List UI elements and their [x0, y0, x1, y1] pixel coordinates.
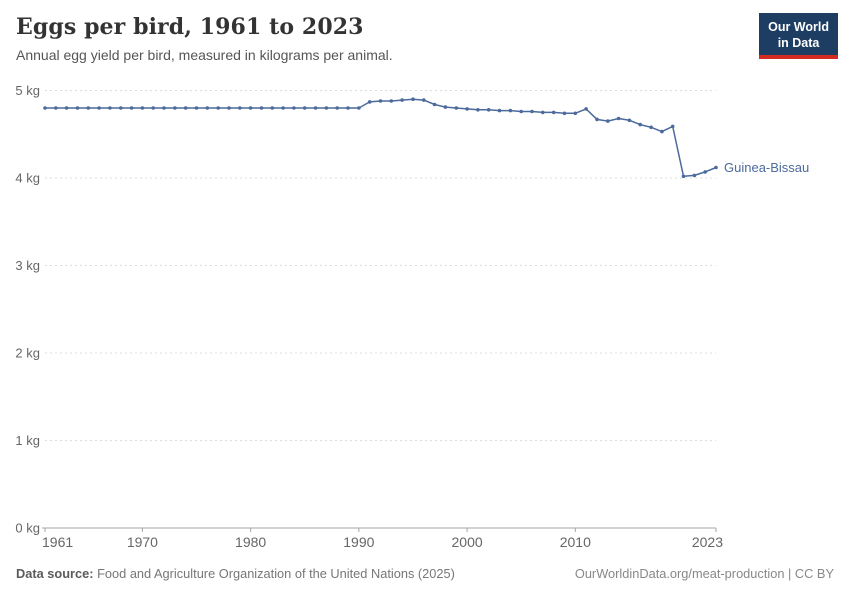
series-label-guinea-bissau[interactable]: Guinea-Bissau	[724, 159, 810, 175]
data-point	[519, 109, 523, 114]
data-point	[216, 106, 220, 110]
data-point	[411, 97, 415, 101]
data-point	[367, 100, 372, 104]
data-point	[54, 106, 58, 110]
x-tick-label: 1961	[42, 534, 73, 550]
data-point	[75, 106, 80, 110]
data-point	[422, 98, 426, 102]
data-point	[627, 118, 632, 123]
data-point	[248, 106, 253, 110]
owid-logo-line2: in Data	[777, 36, 820, 50]
owid-logo[interactable]: Our World in Data	[759, 13, 838, 59]
chart-canvas: 0 kg 1 kg 2 kg 3 kg 4 kg 5 kg 1961 1970 1980 1990…	[15, 83, 723, 550]
line-chart: 0 kg 1 kg 2 kg 3 kg 4 kg 5 kg 1961 1970 1980 1990…	[0, 80, 850, 558]
data-point	[302, 106, 307, 110]
data-point	[270, 106, 275, 110]
data-point	[703, 170, 707, 174]
data-point	[162, 106, 166, 110]
data-point	[108, 106, 112, 110]
data-point	[378, 99, 383, 103]
data-point	[173, 106, 177, 110]
data-point	[584, 107, 588, 111]
data-point	[43, 106, 47, 110]
data-point	[129, 106, 134, 110]
chart-footer: Data source: Food and Agriculture Organi…	[16, 566, 834, 581]
data-point	[649, 125, 653, 130]
owid-logo-line1: Our World	[768, 20, 829, 34]
y-tick-label: 5 kg	[15, 83, 40, 98]
data-point	[573, 111, 578, 116]
data-point	[346, 106, 350, 110]
data-source-text: Food and Agriculture Organization of the…	[97, 566, 455, 581]
y-tick-label: 3 kg	[15, 258, 40, 273]
data-point	[432, 102, 437, 107]
data-point	[681, 174, 686, 179]
data-point	[476, 108, 480, 112]
data-point	[486, 108, 491, 112]
data-point	[357, 106, 361, 110]
data-point	[324, 106, 329, 110]
data-point	[259, 106, 264, 110]
data-point	[670, 124, 675, 129]
y-tick-label: 1 kg	[15, 433, 40, 448]
x-tick-label: 1970	[127, 534, 158, 550]
credit-link[interactable]: OurWorldinData.org/meat-production | CC …	[574, 566, 834, 581]
data-point	[389, 99, 394, 103]
data-point	[335, 106, 340, 110]
x-tick-label: 2023	[692, 534, 723, 550]
data-source: Data source: Food and Agriculture Organi…	[16, 566, 455, 581]
y-tick-label: 4 kg	[15, 171, 40, 186]
chart-header: Eggs per bird, 1961 to 2023 Annual egg y…	[16, 12, 838, 63]
data-point	[595, 117, 599, 122]
data-point	[465, 107, 469, 111]
data-point	[660, 129, 664, 134]
data-point	[530, 109, 534, 114]
data-point	[238, 106, 242, 110]
data-point	[281, 106, 285, 110]
data-point	[454, 106, 459, 110]
x-tick-label: 2000	[452, 534, 483, 550]
data-point	[183, 106, 188, 110]
data-point	[227, 106, 231, 110]
data-point	[64, 106, 69, 110]
data-point	[638, 122, 642, 127]
x-tick-label: 1990	[343, 534, 374, 550]
x-tick-label: 2010	[560, 534, 591, 550]
data-point	[97, 106, 101, 110]
data-point	[86, 106, 91, 110]
data-point	[205, 106, 210, 110]
data-point	[140, 106, 145, 110]
page-subtitle: Annual egg yield per bird, measured in k…	[16, 47, 393, 63]
data-point	[606, 119, 610, 123]
data-point	[400, 98, 404, 102]
y-tick-label: 2 kg	[15, 346, 40, 361]
data-point	[508, 108, 513, 113]
data-point	[194, 106, 199, 110]
page-title: Eggs per bird, 1961 to 2023	[16, 14, 364, 40]
data-point	[497, 108, 502, 113]
data-point	[313, 106, 318, 110]
data-point	[151, 106, 155, 110]
data-point	[714, 165, 718, 170]
data-point	[119, 106, 123, 110]
data-point	[551, 110, 556, 115]
data-series-line	[45, 98, 717, 178]
data-point	[562, 111, 567, 116]
title-block: Eggs per bird, 1961 to 2023 Annual egg y…	[16, 12, 393, 63]
y-tick-label: 0 kg	[15, 521, 40, 536]
data-point	[616, 116, 621, 121]
data-source-label: Data source:	[16, 566, 94, 581]
data-point	[541, 110, 545, 115]
x-tick-label: 1980	[235, 534, 266, 550]
data-point	[692, 173, 697, 178]
data-point	[443, 105, 448, 109]
data-point	[292, 106, 296, 110]
